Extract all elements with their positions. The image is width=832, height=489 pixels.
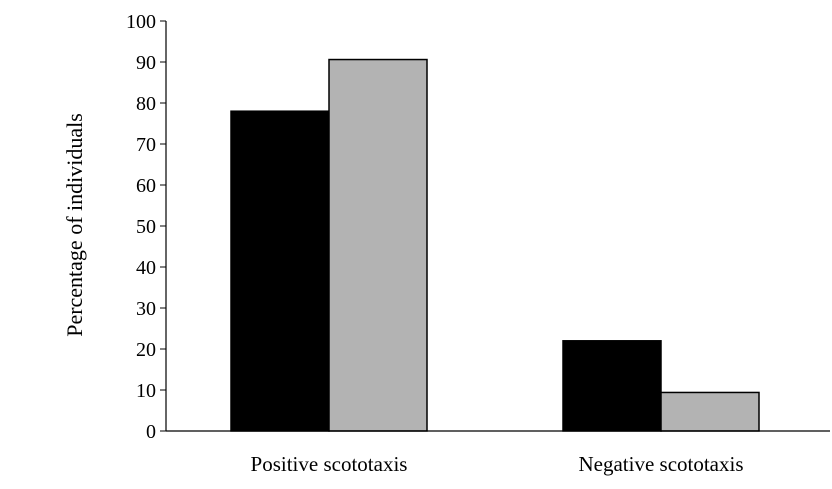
bar-1-positive (230, 110, 330, 432)
y-tick-label: 40 (136, 257, 156, 279)
x-category-label: Positive scototaxis (251, 452, 408, 476)
y-axis-ticks: 0 10 20 30 40 50 60 70 80 90 100 (126, 11, 166, 443)
y-tick-label: 80 (136, 93, 156, 115)
y-axis-title-group: Percentage of individuals (62, 113, 87, 337)
y-tick-label: 60 (136, 175, 156, 197)
bar-1-negative (562, 340, 662, 432)
y-tick-label: 10 (136, 380, 156, 402)
y-tick-label: 50 (136, 216, 156, 238)
y-tick-label: 70 (136, 134, 156, 156)
y-tick-label: 90 (136, 52, 156, 74)
y-axis-title: Percentage of individuals (62, 113, 87, 337)
bar-2-negative (660, 391, 760, 432)
bars (230, 58, 760, 432)
x-category-label: Negative scototaxis (578, 452, 743, 476)
y-tick-label: 20 (136, 339, 156, 361)
y-tick-label: 100 (126, 11, 156, 33)
y-tick-label: 0 (146, 421, 156, 443)
y-tick-label: 30 (136, 298, 156, 320)
bar-2-positive (328, 58, 428, 432)
category-labels: Positive scototaxis Negative scototaxis (251, 452, 744, 476)
axes (165, 21, 830, 432)
